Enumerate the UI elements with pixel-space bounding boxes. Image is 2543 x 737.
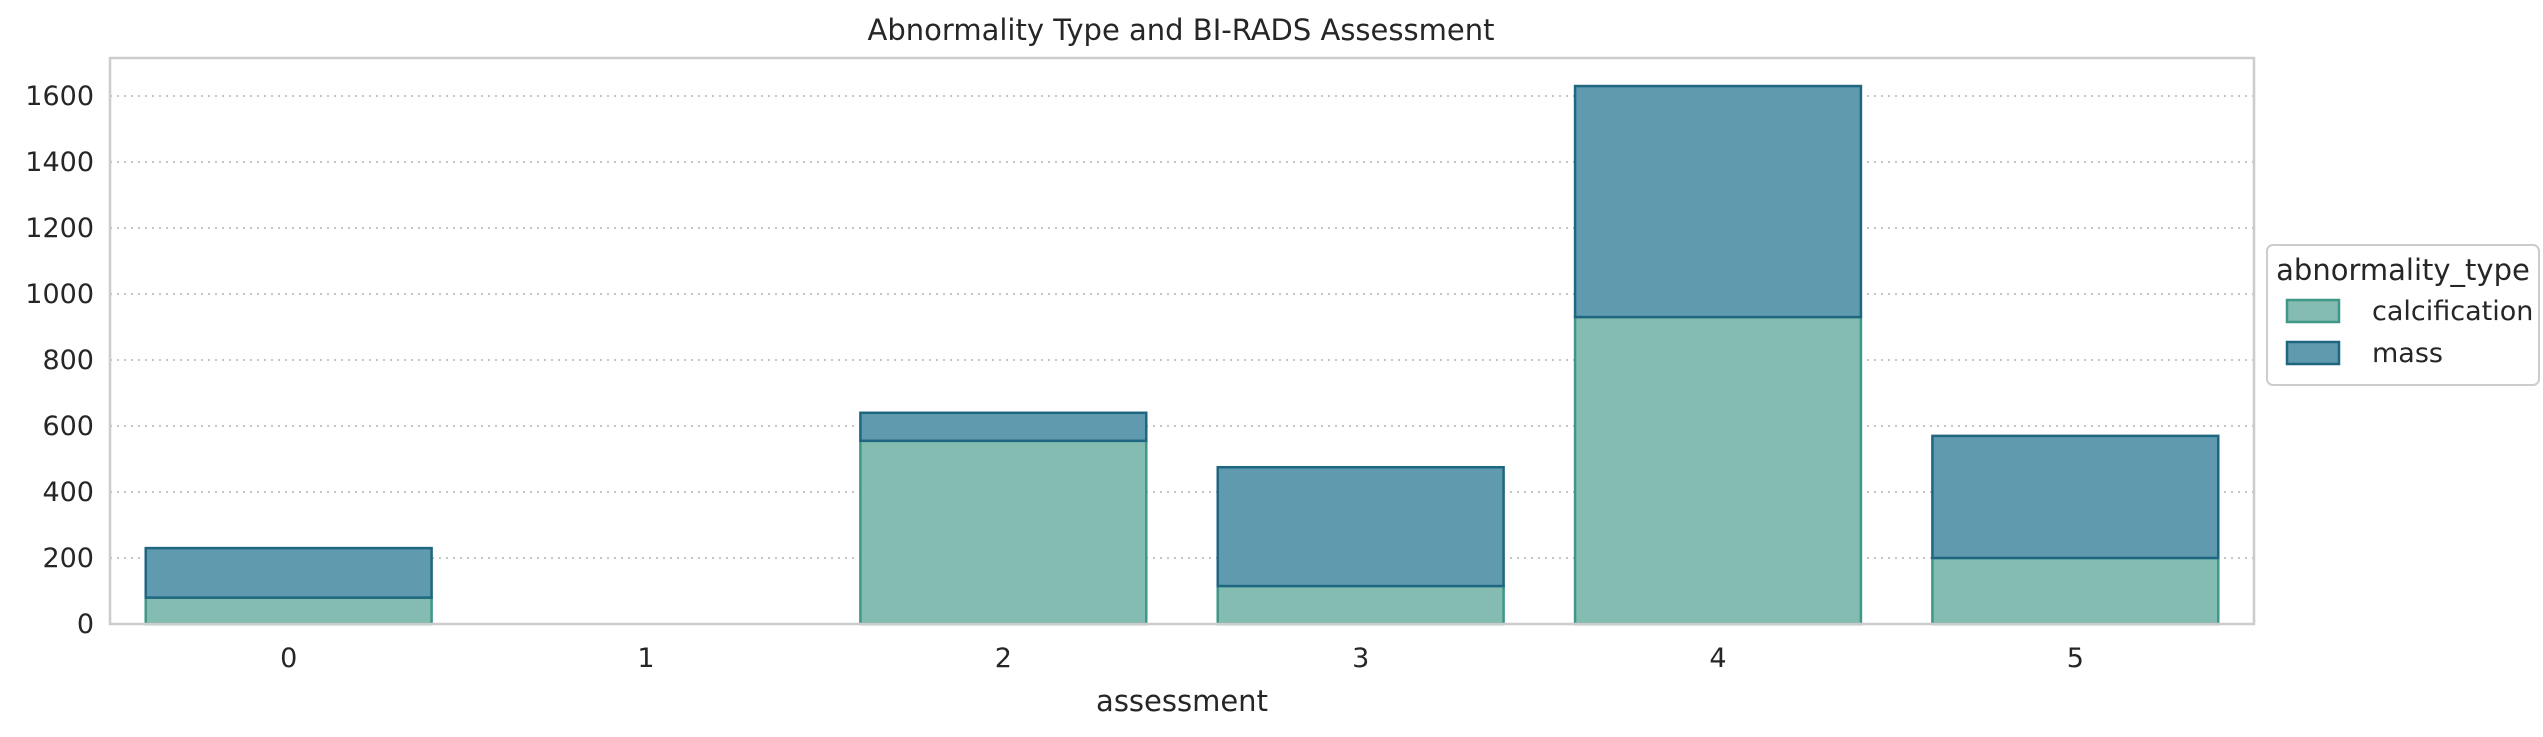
bar-calcification-0 (144, 596, 433, 626)
y-tick-label: 600 (42, 411, 94, 442)
legend-swatch-mass (2285, 340, 2341, 366)
y-tick-label: 200 (42, 543, 94, 574)
y-tick-label: 0 (77, 609, 94, 640)
bar-mass-2 (859, 411, 1148, 443)
bar-mass-0 (144, 546, 433, 599)
x-axis-label: assessment (1096, 684, 1268, 718)
x-tick-label: 5 (2067, 643, 2084, 674)
y-axis-ticks: 0 200 400 600 800 1000 1200 1400 1600 (25, 81, 94, 640)
legend-swatch-calcification (2285, 298, 2341, 324)
legend-title: abnormality_type (2276, 253, 2530, 287)
chart-title: Abnormality Type and BI-RADS Assessment (868, 13, 1495, 47)
bar-calcification-4 (1573, 315, 1863, 626)
y-tick-label: 1200 (25, 213, 94, 244)
y-tick-label: 1400 (25, 147, 94, 178)
bar-calcification-2 (859, 439, 1148, 626)
x-tick-label: 4 (1709, 643, 1726, 674)
x-tick-label: 1 (637, 643, 654, 674)
plot-frame (108, 56, 2256, 626)
legend-items: calcification mass (2285, 296, 2533, 369)
y-tick-label: 1600 (25, 81, 94, 112)
bar-mass-4 (1573, 84, 1863, 319)
x-axis-ticks: 0 1 2 3 4 5 (280, 643, 2084, 674)
bars (144, 84, 2220, 626)
bar-mass-5 (1931, 434, 2220, 560)
y-tick-label: 400 (42, 477, 94, 508)
x-tick-label: 0 (280, 643, 297, 674)
gridlines (110, 94, 2254, 625)
bar-calcification-5 (1931, 556, 2220, 626)
legend-label-calcification: calcification (2372, 296, 2533, 327)
x-tick-label: 3 (1352, 643, 1369, 674)
x-tick-label: 2 (995, 643, 1012, 674)
y-tick-label: 1000 (25, 279, 94, 310)
legend: abnormality_type calcification mass (2266, 244, 2540, 386)
bar-calcification-3 (1216, 584, 1505, 626)
bar-mass-3 (1216, 465, 1505, 588)
legend-label-mass: mass (2372, 338, 2443, 369)
y-tick-label: 800 (42, 345, 94, 376)
